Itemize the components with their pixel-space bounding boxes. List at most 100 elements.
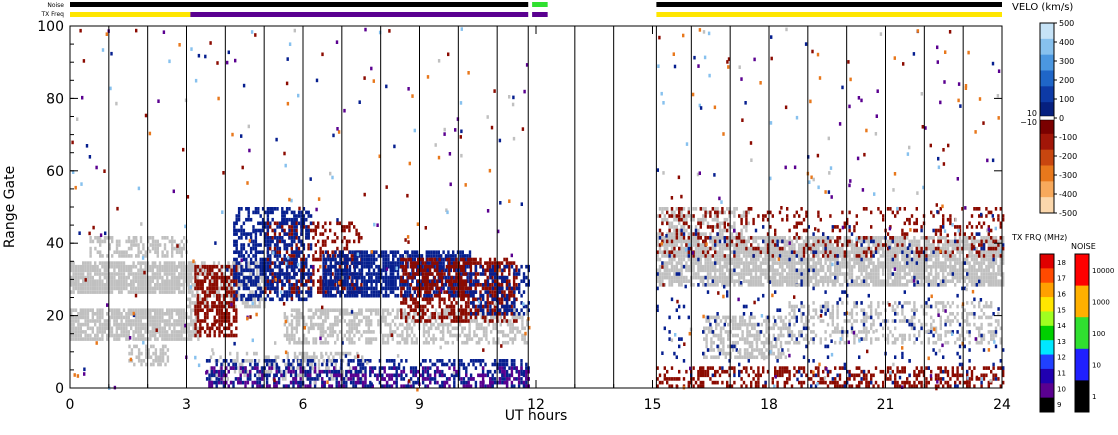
scatter-cell — [245, 369, 249, 374]
scatter-cell — [77, 330, 80, 334]
scatter-cell — [149, 283, 152, 287]
scatter-cell — [240, 250, 243, 255]
scatter-cell — [314, 228, 317, 233]
scatter-cell — [247, 279, 250, 284]
scatter-cell — [501, 369, 504, 374]
scatter-cell — [391, 330, 394, 334]
scatter-cell — [491, 272, 494, 276]
scatter-cell — [173, 239, 176, 244]
scatter-cell — [293, 236, 296, 240]
scatter-cell — [511, 326, 514, 331]
scatter-cell — [422, 326, 426, 331]
scatter-cell — [196, 304, 200, 309]
scatter-cell — [498, 380, 502, 385]
scatter-cell — [220, 275, 224, 280]
scatter-cell — [388, 366, 391, 370]
scatter-cell — [428, 272, 432, 276]
scatter-cell — [680, 279, 683, 284]
scatter-cell — [215, 293, 219, 298]
scatter-cell — [261, 377, 264, 381]
scatter-cell — [234, 362, 238, 367]
scatter-cell — [264, 279, 267, 284]
scatter-cell — [293, 290, 296, 294]
scatter-cell — [527, 301, 530, 305]
scatter-cell — [70, 290, 73, 294]
scatter-cell — [410, 319, 414, 323]
scatter-cell — [520, 369, 523, 374]
scatter-cell — [456, 326, 459, 331]
scatter-cell — [247, 297, 250, 302]
scatter-cell — [503, 308, 506, 313]
scatter-cell — [666, 275, 669, 280]
scatter-cell — [322, 286, 325, 291]
scatter-cell — [77, 326, 80, 331]
scatter-cell — [494, 312, 497, 316]
scatter-cell — [413, 254, 416, 258]
scatter-cell — [288, 257, 291, 262]
scatter-cell — [230, 272, 233, 276]
scatter-cell — [118, 279, 121, 284]
scatter-cell — [242, 268, 246, 273]
scatter-cell — [103, 236, 107, 240]
scatter-cell — [663, 246, 666, 251]
scatter-cell — [70, 261, 73, 265]
scatter-cell — [425, 250, 428, 255]
scatter-cell — [354, 369, 358, 374]
scatter-cell — [329, 290, 332, 294]
scatter-cell — [404, 250, 407, 255]
scatter-cell — [359, 369, 362, 374]
scatter-cell — [125, 326, 128, 331]
scatter-cell — [509, 319, 512, 323]
scatter-cell — [498, 362, 502, 367]
scatter-cell — [232, 380, 235, 385]
scatter-cell — [520, 362, 523, 367]
scatter-cell — [236, 264, 240, 269]
scatter-cell — [134, 337, 138, 341]
scatter-cell — [324, 308, 327, 313]
scatter-cell — [96, 308, 99, 313]
scatter-cell — [357, 362, 360, 367]
scatter-cell — [274, 359, 277, 363]
scatter-cell — [377, 254, 380, 258]
scatter-cell — [365, 293, 368, 298]
scatter-cell — [196, 301, 200, 305]
scatter-cell — [469, 308, 473, 313]
txfreq-bar-segment — [656, 12, 1002, 17]
scatter-cell — [414, 369, 418, 374]
scatter-cell — [139, 290, 142, 294]
scatter-cell — [142, 315, 145, 320]
scatter-cell — [403, 337, 406, 341]
scatter-cell — [482, 319, 486, 323]
scatter-cell — [280, 373, 283, 378]
scatter-cell — [489, 369, 492, 374]
scatter-cell — [249, 283, 253, 287]
scatter-cell — [196, 290, 199, 294]
scatter-cell — [361, 366, 365, 370]
scatter-cell — [431, 279, 434, 284]
scatter-cell — [122, 322, 126, 327]
scatter-cell — [199, 279, 202, 284]
scatter-cell — [196, 272, 200, 276]
scatter-cell — [201, 301, 204, 305]
scatter-cell — [106, 279, 109, 284]
scatter-cell — [139, 330, 142, 334]
scatter-cell — [225, 319, 228, 323]
scatter-cell — [375, 283, 378, 287]
scatter-cell — [241, 362, 244, 367]
scatter-cell — [467, 312, 470, 316]
scatter-cell — [457, 261, 461, 265]
scatter-cell — [206, 304, 209, 309]
scatter-cell — [337, 380, 341, 385]
scatter-cell — [149, 319, 152, 323]
scatter-cell — [281, 228, 284, 233]
scatter-cell — [327, 264, 330, 269]
scatter-cell — [514, 337, 517, 341]
scatter-cell — [106, 236, 109, 240]
scatter-cell — [365, 308, 368, 313]
scatter-cell — [382, 340, 385, 345]
scatter-cell — [118, 272, 121, 276]
scatter-cell — [125, 315, 128, 320]
scatter-cell — [347, 362, 350, 367]
scatter-cell — [292, 366, 295, 370]
scatter-cell — [321, 225, 325, 229]
